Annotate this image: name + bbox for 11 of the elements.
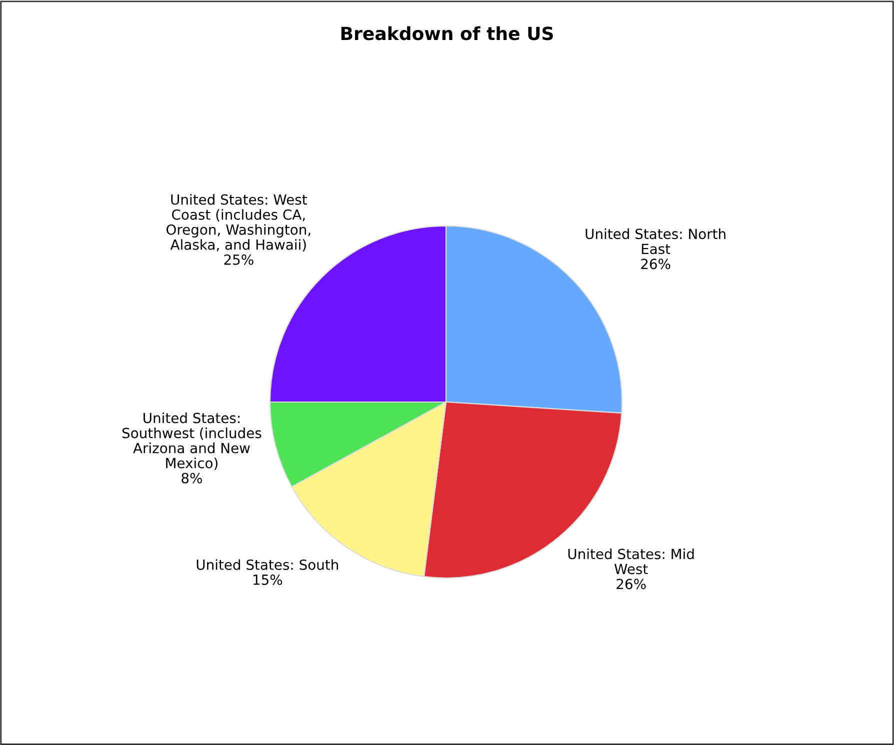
slice-label: United States: South — [196, 559, 338, 570]
data-label: 25% — [224, 254, 254, 265]
data-label: 15% — [253, 574, 282, 585]
slice-label: United States: Mid West — [568, 548, 694, 574]
data-label: 26% — [641, 258, 670, 270]
data-label: 26% — [616, 578, 646, 590]
data-label: 8% — [182, 472, 202, 484]
slice-label: United States: West Coast (includes CA, Oregon, Washington, Alaska, and Hawaii) — [166, 194, 310, 252]
chart-title: Breakdown of the US — [341, 26, 553, 40]
slice-label: United States: North East — [586, 228, 726, 254]
slice-label: United States: Southwest (includes Arizona and New Mexico) — [122, 412, 262, 470]
